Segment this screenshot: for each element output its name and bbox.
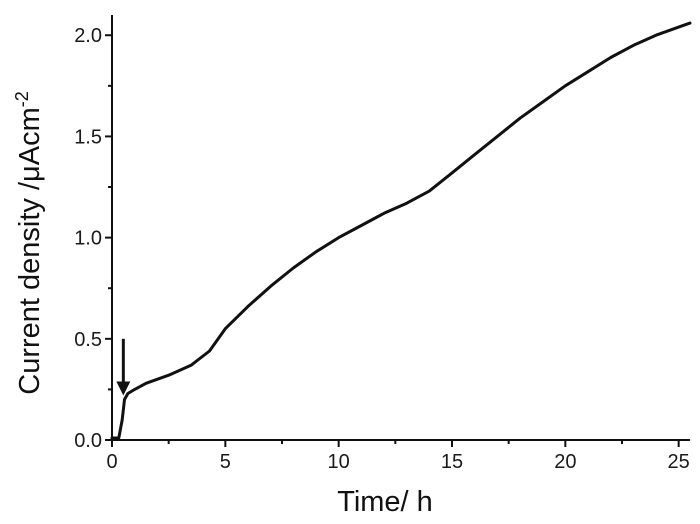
x-axis-title: Time/ h	[337, 486, 433, 518]
y-axis-title-main: Current density /μAcm	[14, 107, 46, 394]
y-tick-label: 2.0	[74, 25, 102, 47]
y-axis-title: Current density /μAcm-2	[12, 91, 46, 394]
x-axis-ticks: 0 5 10 15 20 25	[106, 440, 690, 473]
x-tick-label: 10	[328, 451, 350, 473]
y-tick-label: 0.0	[74, 430, 102, 452]
axes	[111, 15, 690, 441]
x-tick-label: 0	[106, 451, 117, 473]
x-tick-label: 20	[554, 451, 576, 473]
x-tick-label: 5	[220, 451, 231, 473]
arrow-head	[116, 381, 131, 396]
y-axis-ticks: 0.0 0.5 1.0 1.5 2.0	[74, 25, 112, 452]
series-line	[110, 21, 692, 440]
x-tick-label: 25	[668, 451, 690, 473]
annotation-group	[116, 338, 131, 396]
series-group	[110, 21, 692, 440]
y-tick-label: 0.5	[74, 329, 102, 351]
y-tick-label: 1.5	[74, 126, 102, 148]
x-tick-label: 15	[441, 451, 463, 473]
y-tick-label: 1.0	[74, 228, 102, 250]
y-axis-title-superscript: -2	[12, 91, 32, 107]
